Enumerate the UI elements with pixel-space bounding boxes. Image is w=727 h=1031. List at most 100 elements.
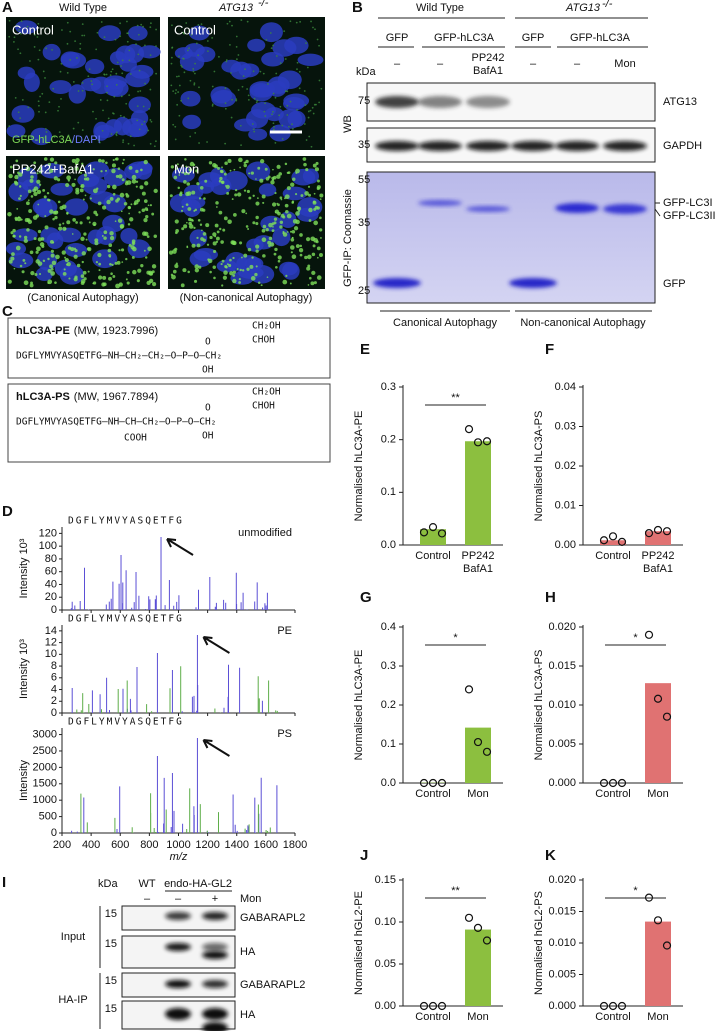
puncta [318,252,323,257]
puncta [211,104,214,107]
puncta [80,236,85,241]
puncta [174,92,177,95]
spectrum-trace [76,666,278,713]
puncta [239,124,242,127]
puncta [54,215,58,220]
puncta [150,22,152,25]
puncta [237,192,242,197]
y-tick-label: 0.005 [548,738,576,750]
puncta [81,260,84,264]
x-tick-label: 600 [111,839,129,851]
puncta [119,35,122,38]
puncta [87,75,90,78]
puncta [49,209,54,214]
band-label: HA [240,1009,256,1021]
puncta [112,158,115,162]
band [202,1008,228,1020]
puncta [66,212,69,215]
lane-label: endo-HA-GL2 [164,878,232,890]
puncta [248,172,251,175]
puncta [271,229,275,233]
puncta [27,199,30,202]
significance-label: ** [451,885,460,897]
puncta [131,239,136,243]
puncta [132,242,135,245]
puncta [120,65,122,67]
puncta [238,157,243,163]
puncta [128,59,131,62]
puncta [216,230,220,234]
puncta [122,141,124,144]
band [165,1008,191,1020]
nucleus [283,93,310,108]
puncta [153,145,156,148]
puncta [137,90,139,93]
puncta [11,252,15,256]
puncta [8,19,11,22]
puncta [20,218,23,221]
puncta [125,257,128,261]
nucleus [193,248,218,262]
tick [654,208,661,217]
puncta [274,211,277,213]
puncta [267,240,272,245]
puncta [239,166,241,169]
x-tick-label: 1000 [166,839,190,851]
puncta [235,98,238,101]
y-tick-label: 0.04 [555,381,576,393]
puncta [135,43,137,46]
nucleus [36,250,58,271]
puncta [138,69,141,72]
puncta [32,188,37,193]
puncta [33,29,36,31]
puncta [309,109,312,112]
puncta [316,38,319,41]
puncta [255,178,257,180]
puncta [313,207,317,211]
band [202,980,228,988]
puncta [273,252,277,256]
y-tick-label: 80 [45,553,57,565]
y-tick-label: 1500 [33,778,57,790]
puncta [175,262,178,265]
puncta [195,42,198,45]
puncta [119,224,124,229]
puncta [196,236,199,239]
puncta [136,279,140,283]
data-point [473,737,483,747]
puncta [19,52,22,55]
puncta [131,256,135,259]
puncta [175,229,179,233]
puncta [291,200,295,203]
puncta [30,270,35,276]
puncta [73,254,78,259]
puncta [298,70,301,73]
puncta [226,263,229,266]
nucleus [102,214,125,233]
puncta [50,271,55,276]
puncta [25,166,31,172]
puncta [242,75,245,78]
puncta [194,268,200,273]
puncta [153,234,158,238]
puncta [186,182,191,186]
puncta [62,222,65,225]
puncta [307,116,310,119]
puncta [103,230,108,235]
puncta [18,197,21,201]
y-tick-label: 0.015 [548,905,576,917]
puncta [35,250,39,254]
puncta [151,264,157,269]
superscript: -/- [258,0,269,9]
treatment-label: – [574,58,581,70]
puncta [312,112,315,115]
puncta [60,62,63,65]
significance-label: * [453,632,458,644]
puncta [103,236,107,240]
puncta [70,247,75,252]
puncta [153,188,158,194]
puncta [250,276,256,281]
puncta [272,122,275,125]
puncta [23,235,28,240]
